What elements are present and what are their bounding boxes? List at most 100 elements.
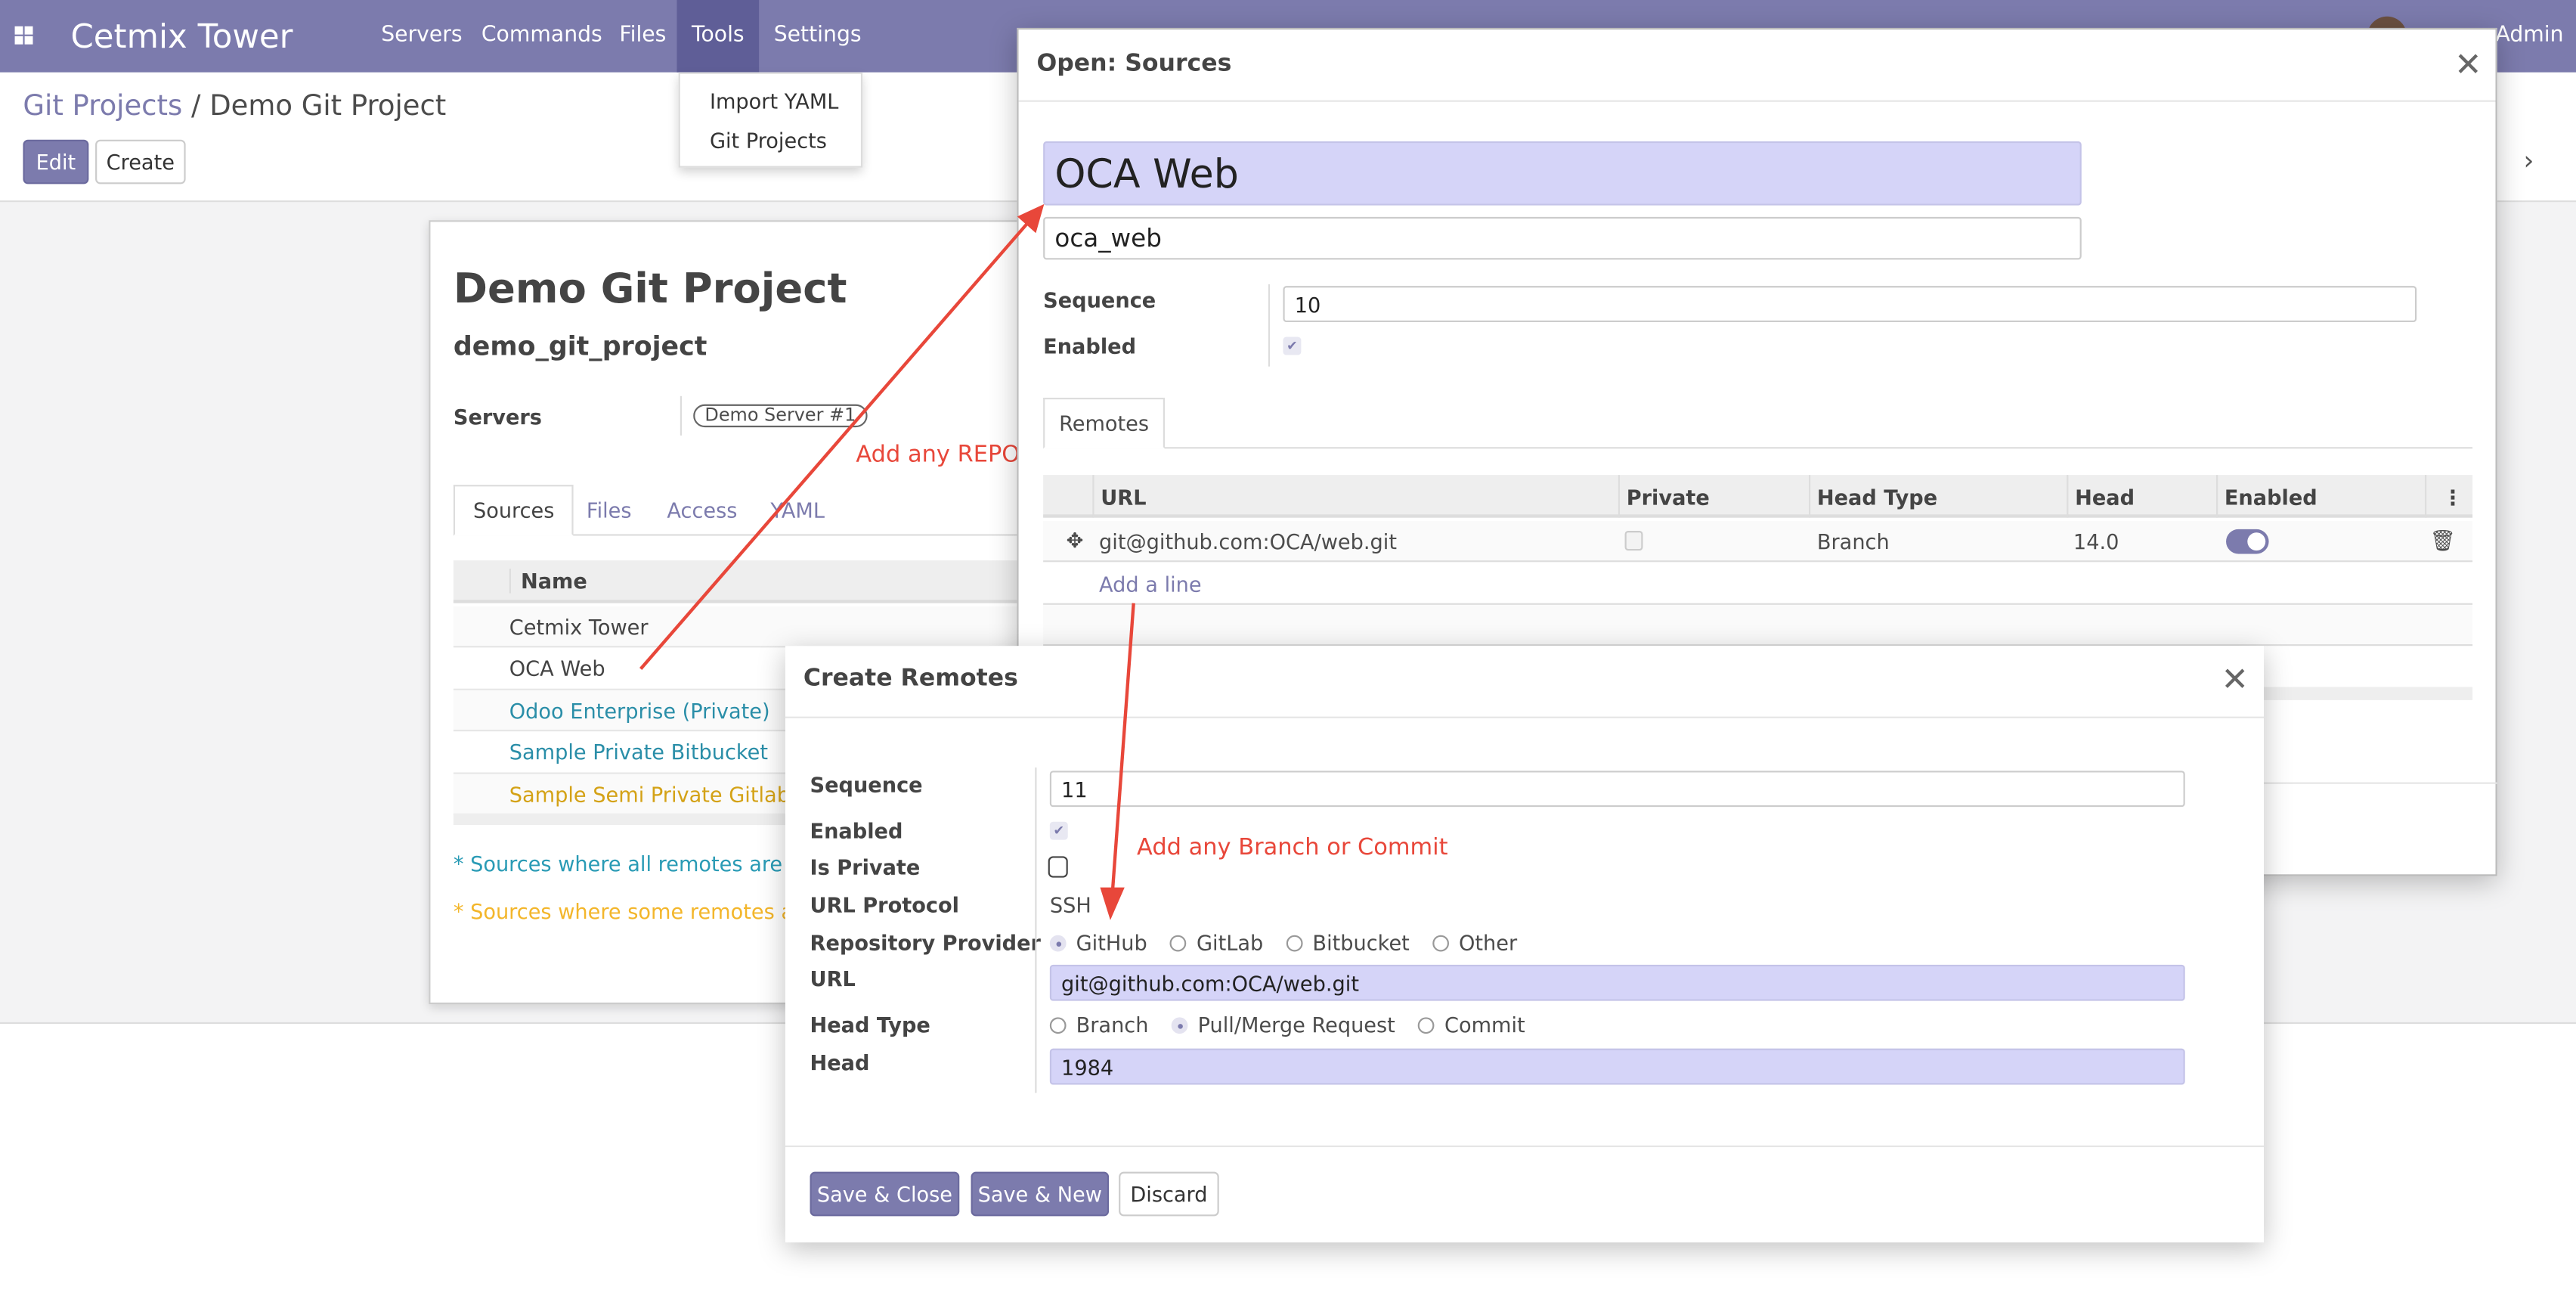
dialog-title: Open: Sources	[1036, 51, 1232, 78]
tab-access[interactable]: Access	[667, 498, 738, 523]
breadcrumb-parent[interactable]: Git Projects	[23, 90, 183, 124]
col-enabled[interactable]: Enabled	[2216, 475, 2425, 518]
radio-github[interactable]: GitHub	[1049, 930, 1147, 955]
edit-button[interactable]: Edit	[23, 139, 89, 185]
project-tabs: Sources Files Access YAML	[453, 485, 1144, 536]
source-name: Odoo Enterprise (Private)	[509, 697, 770, 723]
menu-commands[interactable]: Commands	[481, 23, 602, 48]
menu-tools[interactable]: Tools	[692, 23, 745, 48]
url-protocol-label: URL Protocol	[810, 892, 960, 917]
tools-dropdown: Import YAML Git Projects	[678, 72, 863, 168]
radio-label: Branch	[1076, 1012, 1149, 1037]
head: 14.0	[2073, 529, 2119, 554]
enabled-checkbox[interactable]: ✔	[1049, 821, 1068, 840]
menu-servers[interactable]: Servers	[381, 23, 463, 48]
breadcrumb: Git Projects / Demo Git Project	[23, 91, 446, 123]
empty-row	[1043, 603, 2473, 647]
trash-icon[interactable]: 🗑	[2429, 527, 2457, 553]
save-new-button[interactable]: Save & New	[971, 1171, 1110, 1217]
create-button[interactable]: Create	[95, 139, 186, 185]
enabled-checkbox[interactable]: ✔	[1283, 336, 1302, 355]
close-icon[interactable]: ✕	[2221, 659, 2249, 699]
sequence-input[interactable]: 10	[1283, 286, 2417, 323]
radio-label: Bitbucket	[1312, 930, 1410, 955]
menu-item-git-projects[interactable]: Git Projects	[709, 128, 827, 153]
project-title: Demo Git Project	[453, 264, 847, 312]
head-type: Branch	[1816, 529, 1890, 554]
annotation-add-branch: Add any Branch or Commit	[1137, 835, 1448, 861]
close-icon[interactable]: ✕	[2454, 44, 2482, 84]
col-head-type[interactable]: Head Type	[1808, 475, 2067, 518]
tab-sources[interactable]: Sources	[453, 485, 574, 536]
arrow-to-head-type	[1110, 603, 1135, 896]
source-name: OCA Web	[509, 656, 605, 681]
sequence-input[interactable]: 11	[1049, 771, 2185, 808]
col-head[interactable]: Head	[2067, 475, 2216, 518]
divider	[785, 1145, 2265, 1148]
url-input[interactable]: git@github.com:OCA/web.git	[1049, 964, 2185, 1001]
table-row[interactable]: ✥ git@github.com:OCA/web.git Branch 14.0…	[1043, 520, 2473, 563]
tab-files[interactable]: Files	[586, 498, 632, 523]
separator	[1035, 767, 1037, 1093]
arrowhead-icon	[1100, 887, 1125, 920]
arrowhead-icon	[1017, 203, 1045, 234]
radio-commit[interactable]: Commit	[1418, 1012, 1525, 1037]
radio-branch[interactable]: Branch	[1049, 1012, 1149, 1037]
servers-label: Servers	[453, 404, 543, 429]
url-protocol-value: SSH	[1049, 892, 1091, 917]
menu-item-import-yaml[interactable]: Import YAML	[709, 88, 839, 113]
sequence-label: Sequence	[810, 772, 923, 798]
radio-bitbucket[interactable]: Bitbucket	[1286, 930, 1410, 955]
source-ref-input[interactable]: oca_web	[1043, 216, 2082, 260]
radio-pull-request[interactable]: Pull/Merge Request	[1171, 1012, 1395, 1037]
tab-remotes[interactable]: Remotes	[1043, 397, 1165, 449]
source-name: Sample Private Bitbucket	[509, 740, 769, 764]
brand: Cetmix Tower	[70, 16, 293, 56]
remote-url: git@github.com:OCA/web.git	[1099, 529, 1397, 554]
apps-menu-icon[interactable]	[14, 26, 33, 45]
dialog-title: Create Remotes	[803, 665, 1018, 693]
user-name[interactable]: Admin	[2495, 23, 2564, 48]
optional-columns-icon[interactable]: ⋮	[2425, 475, 2472, 518]
source-name-input[interactable]: OCA Web	[1043, 141, 2082, 206]
active-menu-bg	[677, 0, 760, 73]
radio-other[interactable]: Other	[1432, 930, 1517, 955]
head-type-radio-group: Branch Pull/Merge Request Commit	[1049, 1012, 1525, 1037]
head-input[interactable]: 1984	[1049, 1048, 2185, 1085]
annotation-add-repo: Add any REPO	[856, 442, 1020, 469]
radio-label: Other	[1459, 930, 1518, 955]
provider-label: Repository Provider	[810, 930, 1041, 955]
project-reference: demo_git_project	[453, 330, 707, 362]
discard-button[interactable]: Discard	[1119, 1171, 1219, 1217]
separator	[680, 395, 682, 436]
col-private[interactable]: Private	[1618, 475, 1809, 518]
divider	[1043, 447, 2473, 449]
save-close-button[interactable]: Save & Close	[810, 1171, 960, 1217]
separator	[1268, 284, 1271, 367]
is-private-checkbox[interactable]	[1048, 856, 1068, 878]
create-remotes-dialog: Create Remotes ✕ Sequence Enabled Is Pri…	[785, 646, 2265, 1243]
private-checkbox[interactable]	[1624, 531, 1643, 551]
source-name: Sample Semi Private Gitlab	[509, 781, 790, 807]
provider-radio-group: GitHub GitLab Bitbucket Other	[1049, 930, 1517, 955]
arrow-to-name-field	[639, 219, 1032, 671]
radio-gitlab[interactable]: GitLab	[1170, 930, 1263, 955]
menu-settings[interactable]: Settings	[773, 23, 862, 48]
server-tag[interactable]: Demo Server #1	[693, 404, 868, 428]
radio-label: GitLab	[1196, 930, 1264, 955]
table-header: URL Private Head Type Head Enabled ⋮	[1043, 475, 2473, 518]
note-private: * Sources where all remotes are pri	[453, 851, 816, 876]
is-private-label: Is Private	[810, 854, 921, 879]
name-header[interactable]: Name	[509, 567, 587, 593]
head-type-label: Head Type	[810, 1012, 930, 1037]
enabled-toggle[interactable]	[2226, 529, 2269, 554]
enabled-label: Enabled	[810, 818, 903, 843]
sequence-label: Sequence	[1043, 287, 1156, 312]
drag-handle-icon[interactable]: ✥	[1066, 527, 1084, 553]
head-label: Head	[810, 1050, 870, 1075]
menu-files[interactable]: Files	[619, 23, 667, 48]
add-line-link[interactable]: Add a line	[1099, 572, 1202, 597]
chevron-right-icon[interactable]: ›	[2523, 144, 2534, 176]
col-url[interactable]: URL	[1092, 475, 1618, 518]
dialog-header: Create Remotes ✕	[785, 646, 2265, 718]
